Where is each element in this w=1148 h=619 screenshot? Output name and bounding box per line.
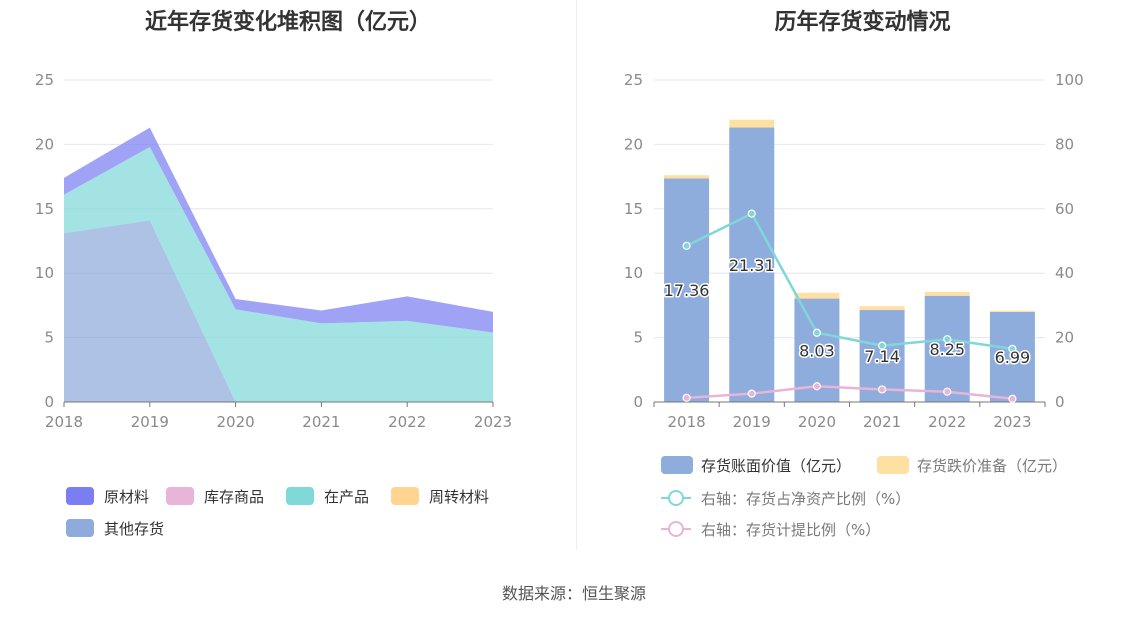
bar-value-label: 8.03 xyxy=(799,341,835,360)
x-tick-label: 2022 xyxy=(388,413,426,431)
y-tick-label: 25 xyxy=(624,71,643,89)
bar-line-combo-chart: 0 5 10 15 20 25 0 20 40 60 80 100 2018 2019 2020 2021 20… xyxy=(624,71,1084,539)
x-tick-label: 2020 xyxy=(217,413,255,431)
line-point xyxy=(877,385,887,394)
bar-segment xyxy=(859,306,905,311)
y2-tick-label: 0 xyxy=(1055,393,1065,411)
stacked-area-chart: 0 5 10 15 20 25 2018 2019 2020 2021 2022 2023 原材料 库存商… xyxy=(35,71,512,538)
panel-divider xyxy=(576,0,577,550)
line-point xyxy=(812,328,822,337)
legend-swatch xyxy=(286,487,314,505)
legend-swatch xyxy=(66,487,94,505)
y-tick-label: 5 xyxy=(44,329,54,347)
line-point xyxy=(682,241,691,250)
line-point xyxy=(943,387,952,396)
bar-segment xyxy=(729,119,775,128)
bar-segment xyxy=(664,175,710,179)
bar-segment xyxy=(924,295,970,402)
bar-segment xyxy=(924,291,970,296)
legend-label: 其他存货 xyxy=(104,520,164,538)
bar-value-label: 17.36 xyxy=(664,281,710,300)
line-point xyxy=(747,389,756,398)
y2-tick-label: 100 xyxy=(1055,71,1084,89)
data-source-text: 数据来源：恒生聚源 xyxy=(501,584,646,603)
x-tick-label: 2018 xyxy=(45,413,83,431)
legend-label: 原材料 xyxy=(104,488,149,506)
line-point xyxy=(682,393,691,402)
left-chart-title: 近年存货变化堆积图（亿元） xyxy=(144,10,431,35)
legend-label: 存货账面价值（亿元） xyxy=(701,457,851,475)
y2-tick-label: 80 xyxy=(1055,135,1074,153)
bar-value-label: 6.99 xyxy=(995,348,1031,367)
legend-marker xyxy=(668,521,684,537)
bar-segment xyxy=(989,310,1035,312)
line-point xyxy=(747,209,756,218)
area-series xyxy=(64,220,493,402)
bar-segment xyxy=(794,292,840,299)
legend-swatch xyxy=(661,456,693,474)
bar-segment xyxy=(664,178,710,402)
x-tick-label: 2019 xyxy=(131,413,169,431)
x-tick-label: 2021 xyxy=(863,413,901,431)
y-tick-label: 0 xyxy=(633,393,643,411)
y-tick-label: 15 xyxy=(35,200,54,218)
y-tick-label: 25 xyxy=(35,71,54,89)
line-point xyxy=(877,341,887,350)
x-tick-label: 2018 xyxy=(667,413,705,431)
x-tick-label: 2019 xyxy=(733,413,771,431)
right-chart-panel: 历年存货变动情况 0 5 10 15 20 25 0 20 40 60 80 100 2018 2019 2… xyxy=(577,0,1148,550)
legend-label: 周转材料 xyxy=(429,488,489,506)
area-series xyxy=(64,127,493,333)
legend-label: 库存商品 xyxy=(204,488,264,506)
legend-swatch xyxy=(66,519,94,537)
bar-value-label: 7.14 xyxy=(864,347,900,366)
line-point xyxy=(943,335,952,344)
y2-tick-label: 60 xyxy=(1055,200,1074,218)
y-tick-label: 20 xyxy=(35,135,54,153)
y2-tick-label: 20 xyxy=(1055,329,1074,347)
line-point xyxy=(1008,394,1017,403)
legend-swatch xyxy=(877,456,909,474)
legend-label: 存货跌价准备（亿元） xyxy=(917,457,1067,475)
bar-segment xyxy=(989,311,1035,402)
line-point xyxy=(1008,344,1017,353)
x-tick-label: 2022 xyxy=(928,413,966,431)
line-point xyxy=(812,382,822,391)
y-tick-label: 10 xyxy=(624,264,643,282)
y2-tick-label: 40 xyxy=(1055,264,1074,282)
x-tick-label: 2021 xyxy=(302,413,340,431)
x-tick-label: 2020 xyxy=(798,413,836,431)
legend-swatch xyxy=(166,487,194,505)
y-tick-label: 20 xyxy=(624,135,643,153)
legend-swatch xyxy=(391,487,419,505)
bar-value-label: 8.25 xyxy=(929,340,965,359)
legend-label: 右轴：存货计提比例（%） xyxy=(701,521,880,539)
legend-marker xyxy=(668,490,684,506)
right-chart-title: 历年存货变动情况 xyxy=(774,10,951,35)
bar-value-label: 21.31 xyxy=(729,256,775,275)
y-tick-label: 10 xyxy=(35,264,54,282)
y-tick-label: 15 xyxy=(624,200,643,218)
line-series xyxy=(686,211,1013,351)
legend-label: 右轴：存货占净资产比例（%） xyxy=(701,490,910,508)
x-tick-label: 2023 xyxy=(474,413,512,431)
y-tick-label: 5 xyxy=(633,329,643,347)
area-series xyxy=(64,146,493,402)
left-chart-panel: 近年存货变化堆积图（亿元） 0 5 10 15 20 25 2018 2019 2020 2021… xyxy=(0,0,576,550)
y-tick-label: 0 xyxy=(44,393,54,411)
bar-segment xyxy=(729,127,775,403)
x-tick-label: 2023 xyxy=(993,413,1031,431)
line-series xyxy=(686,384,1013,401)
legend-label: 在产品 xyxy=(324,488,369,506)
